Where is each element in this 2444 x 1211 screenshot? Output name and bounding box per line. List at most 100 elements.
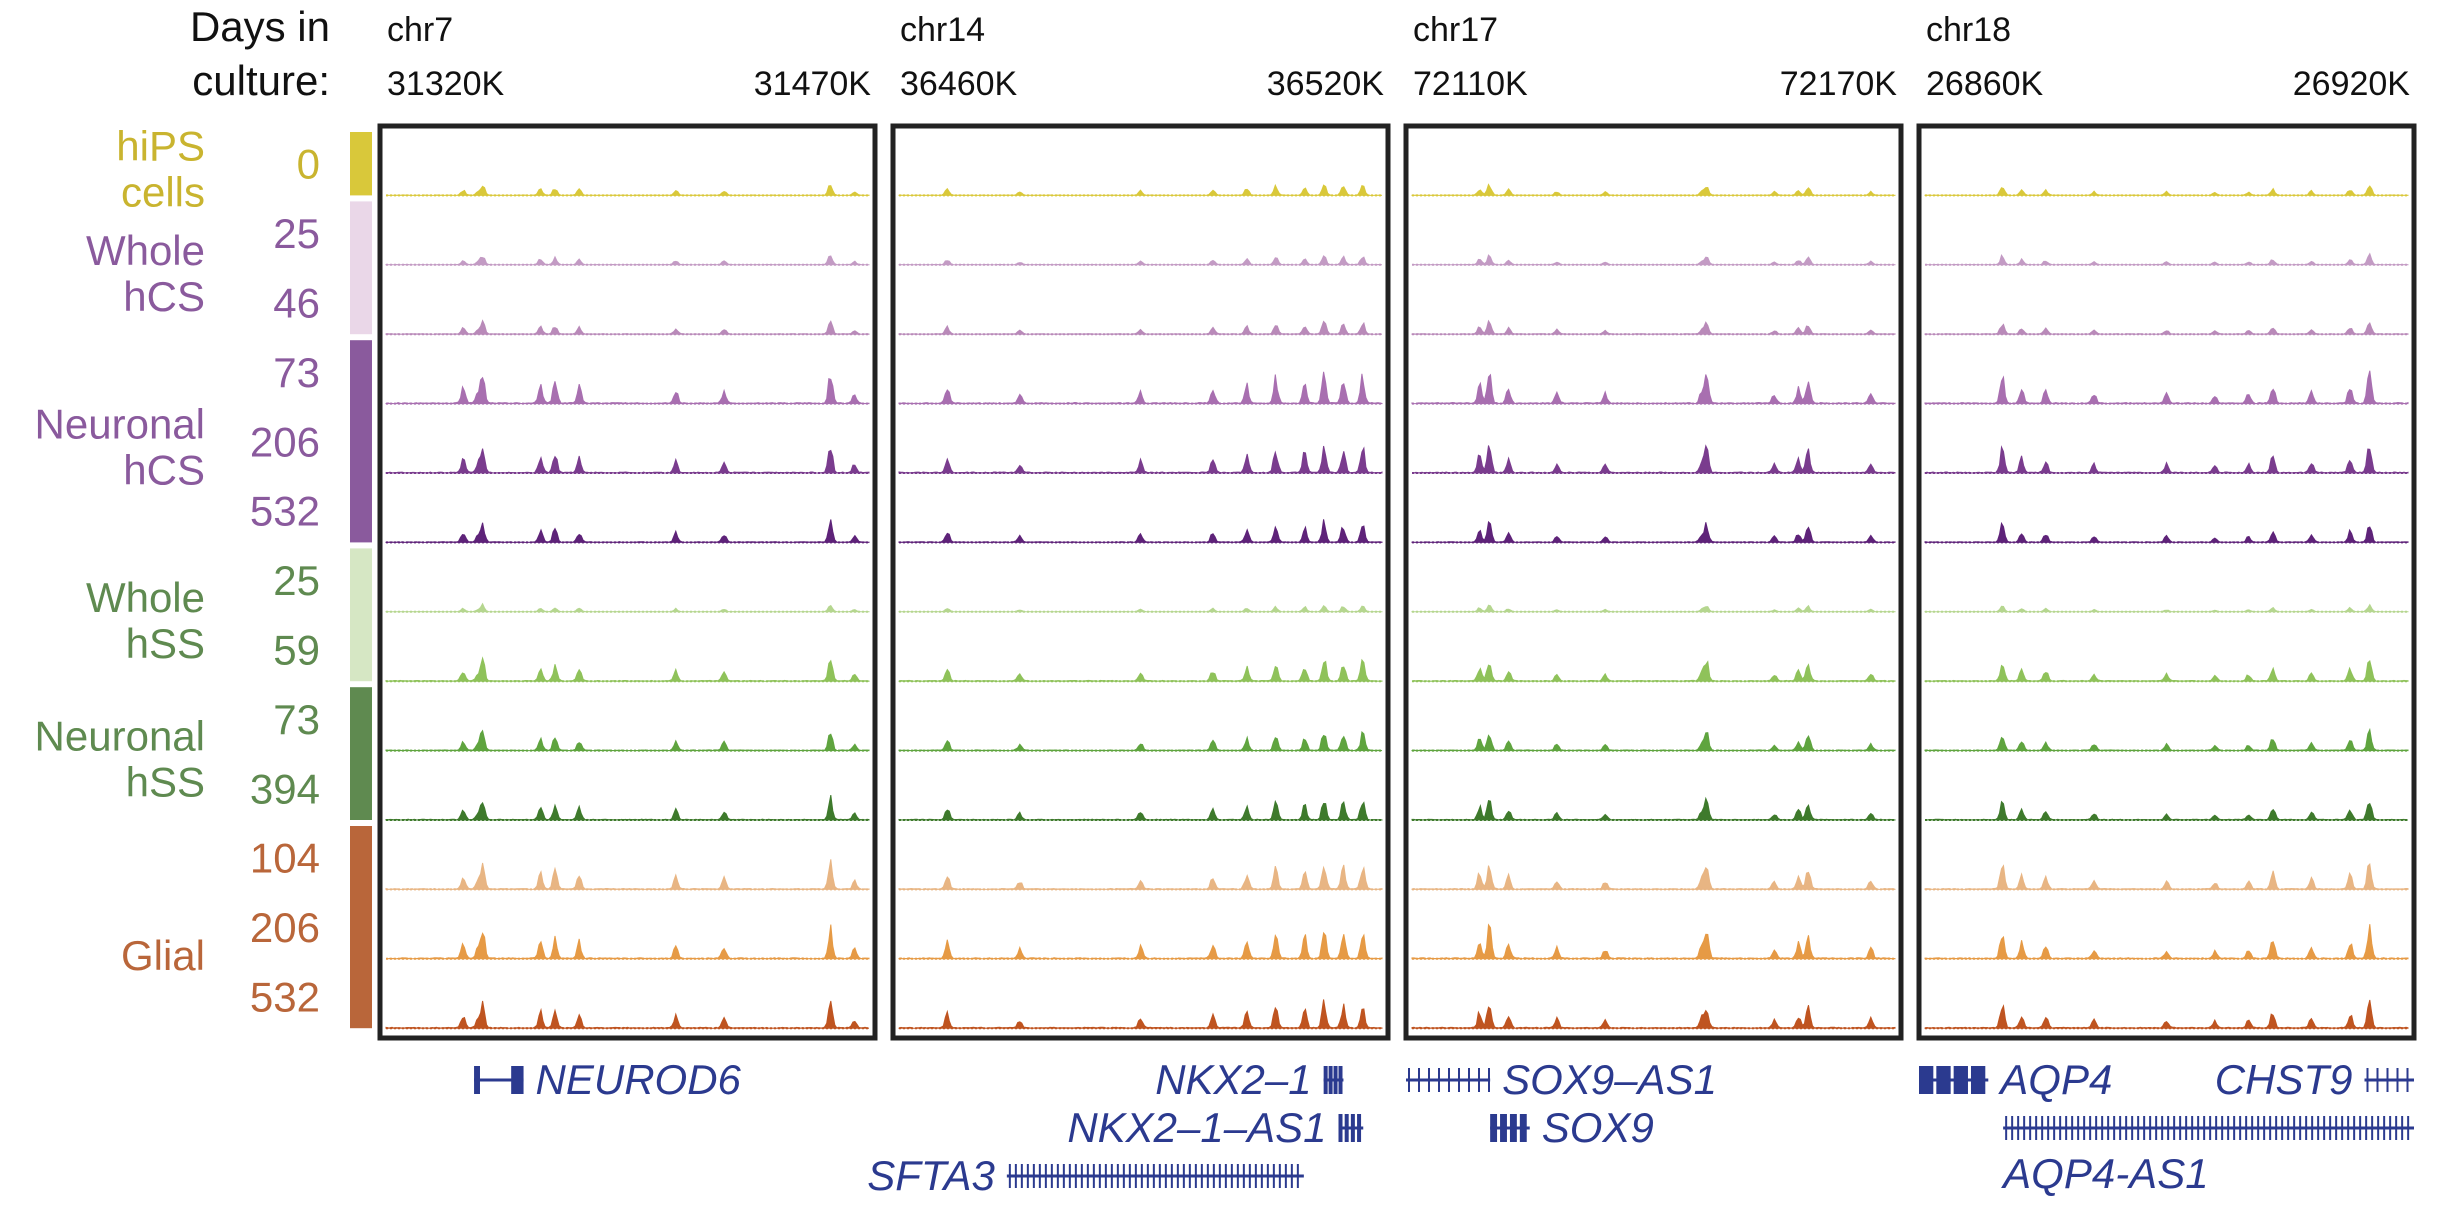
group-bar (350, 201, 372, 335)
signal-track-25 (1411, 604, 1896, 613)
group-name-line1: hiPS (116, 123, 205, 170)
group-bar (350, 826, 372, 1029)
exon (1509, 1114, 1517, 1142)
signal-track-25 (1924, 603, 2409, 613)
signal-track-0 (898, 183, 1383, 196)
signal-track-104 (1411, 865, 1896, 890)
group-name-line1: Whole (86, 227, 205, 274)
exon (1919, 1066, 1934, 1094)
exon (511, 1066, 524, 1094)
signal-track-394 (1411, 796, 1896, 821)
signal-track-532 (898, 999, 1383, 1029)
signal-track-206 (1924, 445, 2409, 474)
signal-track-394 (898, 799, 1383, 821)
signal-track-104 (898, 864, 1383, 890)
signal-track-46 (385, 319, 870, 335)
group-name-line2: hCS (123, 446, 205, 493)
gene-model: AQP4 (1919, 1056, 2112, 1103)
signal-track-532 (1924, 521, 2409, 543)
signal-track-59 (385, 656, 870, 682)
signal-track-104 (1924, 863, 2409, 890)
days-label-line1: Days in (190, 3, 330, 50)
exon (1333, 1066, 1338, 1094)
day-label: 46 (273, 280, 320, 327)
signal-track-25 (898, 604, 1383, 613)
day-label: 25 (273, 557, 320, 604)
days-label-line2: culture: (192, 57, 330, 104)
start-coordinate-label: 31320K (387, 65, 505, 103)
gene-label: NEUROD6 (536, 1056, 742, 1103)
signal-track-206 (385, 448, 870, 474)
signal-track-394 (385, 795, 870, 821)
signal-track-59 (1411, 660, 1896, 682)
start-coordinate-label: 26860K (1926, 65, 2044, 103)
signal-track-59 (898, 658, 1383, 682)
signal-track-206 (898, 445, 1383, 474)
day-label: 532 (250, 974, 320, 1021)
region-panel-chr7: chr7 31320K 31470K NEUROD6 (377, 11, 878, 1103)
panel-frame (377, 123, 878, 1041)
signal-track-73 (1924, 370, 2409, 405)
group-name-line2: hSS (126, 759, 205, 806)
group-name-line1: Whole (86, 574, 205, 621)
signal-track-0 (385, 185, 870, 196)
group-bar (350, 687, 372, 820)
group-bar (350, 132, 372, 196)
gene-label: AQP4-AS1 (2000, 1150, 2208, 1197)
gene-label: SOX9–AS1 (1502, 1056, 1717, 1103)
group-name-line2: Glial (121, 932, 205, 979)
exon (1936, 1066, 1951, 1094)
signal-track-206 (898, 931, 1383, 960)
end-coordinate-label: 31470K (754, 65, 872, 103)
signal-track-206 (1411, 444, 1896, 474)
gene-label: CHST9 (2215, 1056, 2353, 1103)
gene-model: NKX2–1–AS1 (1067, 1104, 1364, 1151)
signal-track-104 (385, 859, 870, 890)
signal-track-46 (898, 320, 1383, 335)
day-label: 532 (250, 488, 320, 535)
signal-track-46 (1411, 319, 1896, 335)
signal-track-532 (385, 1000, 870, 1029)
signal-track-25 (1924, 252, 2409, 266)
start-coordinate-label: 36460K (900, 65, 1018, 103)
gene-model: SOX9 (1490, 1104, 1654, 1151)
gene-model: NEUROD6 (474, 1056, 742, 1103)
signal-track-59 (1924, 659, 2409, 682)
exon (1350, 1114, 1355, 1142)
group-name-line2: cells (121, 169, 205, 216)
chrom-label: chr7 (387, 11, 453, 49)
signal-track-25 (1411, 254, 1896, 266)
signal-track-0 (1411, 183, 1896, 196)
signal-track-25 (898, 255, 1383, 266)
signal-track-532 (898, 519, 1383, 543)
group-name-line1: Neuronal (35, 713, 205, 760)
end-coordinate-label: 72170K (1780, 65, 1898, 103)
day-label: 25 (273, 210, 320, 257)
gene-model: SOX9–AS1 (1406, 1056, 1717, 1103)
signal-track-532 (1411, 1005, 1896, 1029)
end-coordinate-label: 36520K (1267, 65, 1385, 103)
chrom-label: chr14 (900, 11, 985, 49)
day-label: 104 (250, 835, 320, 882)
gene-model: AQP4-AS1 (2000, 1116, 2414, 1197)
signal-track-532 (385, 519, 870, 543)
gene-model: NKX2–1 (1155, 1056, 1344, 1103)
signal-track-206 (1924, 924, 2409, 960)
gene-label: SOX9 (1542, 1104, 1654, 1151)
group-name-line2: hSS (126, 620, 205, 667)
signal-track-25 (385, 255, 870, 266)
exon (1500, 1114, 1507, 1142)
exon (1323, 1066, 1328, 1094)
exon (1344, 1114, 1349, 1142)
chrom-label: chr18 (1926, 11, 2011, 49)
signal-track-73 (385, 729, 870, 752)
day-label: 0 (297, 141, 320, 188)
gene-label: SFTA3 (867, 1152, 995, 1199)
exon (1490, 1114, 1498, 1142)
signal-track-73 (898, 371, 1383, 405)
panel-frame (1403, 123, 1904, 1041)
